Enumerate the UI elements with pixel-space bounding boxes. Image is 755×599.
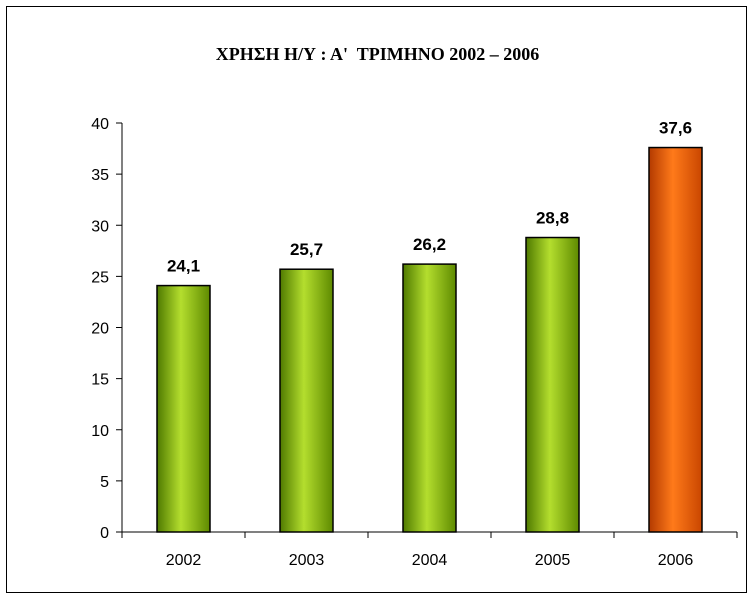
data-label: 28,8: [536, 209, 569, 228]
x-category-label: 2005: [535, 552, 571, 569]
y-tick-label: 5: [100, 474, 109, 491]
bar-2006: [648, 146, 703, 533]
data-label: 37,6: [659, 119, 692, 138]
y-tick-label: 25: [91, 269, 109, 286]
y-tick-label: 0: [100, 525, 109, 542]
y-tick-label: 15: [91, 372, 109, 389]
y-tick-label: 20: [91, 321, 109, 338]
bar-2005: [525, 236, 580, 533]
y-tick-label: 30: [91, 218, 109, 235]
x-category-label: 2004: [412, 552, 448, 569]
x-category-label: 2006: [658, 552, 694, 569]
bar-2003: [279, 268, 334, 533]
x-category-label: 2003: [289, 552, 325, 569]
bar-2002: [156, 284, 211, 533]
x-category-label: 2002: [166, 552, 202, 569]
data-label: 25,7: [290, 240, 323, 259]
y-tick-label: 40: [91, 116, 109, 133]
data-label: 24,1: [167, 257, 200, 276]
data-label: 26,2: [413, 235, 446, 254]
y-tick-label: 10: [91, 423, 109, 440]
chart-frame: ΧΡΗΣΗ Η/Υ : Α' ΤΡΙΜΗΝΟ 2002 – 2006: [6, 6, 747, 593]
y-tick-label: 35: [91, 167, 109, 184]
chart-title: ΧΡΗΣΗ Η/Υ : Α' ΤΡΙΜΗΝΟ 2002 – 2006: [215, 44, 540, 64]
bar-2004: [402, 263, 457, 533]
